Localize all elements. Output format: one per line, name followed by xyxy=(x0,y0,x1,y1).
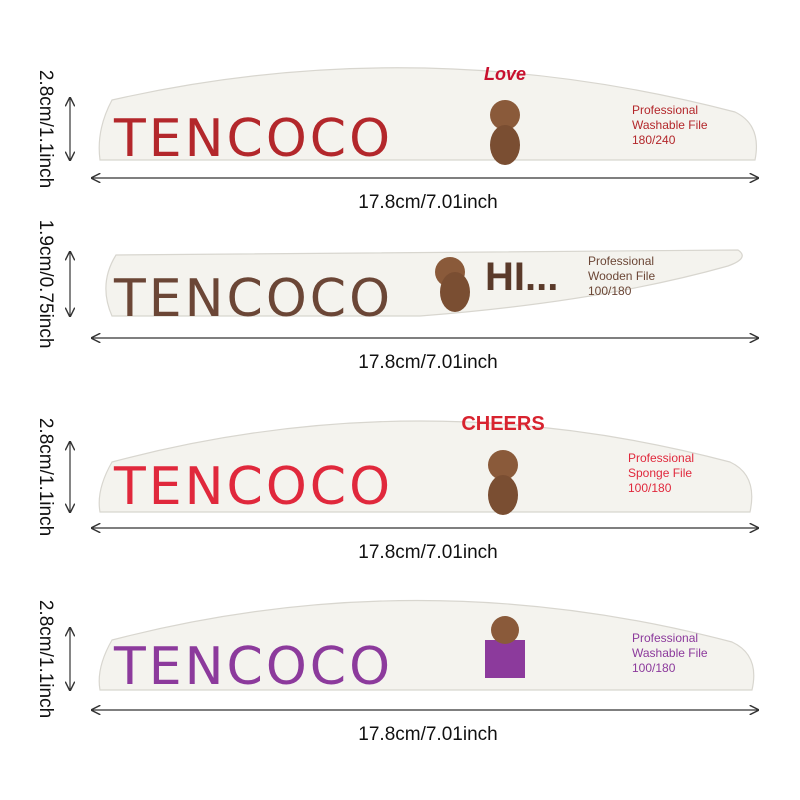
brand-logo: TENCOCO xyxy=(113,637,393,697)
width-label: 17.8cm/7.01inch xyxy=(358,192,497,213)
file-caption: Washable File xyxy=(632,646,708,660)
height-label: 2.8cm/1.1inch xyxy=(35,418,56,536)
width-label: 17.8cm/7.01inch xyxy=(358,352,497,373)
sticker-text: HI... xyxy=(485,255,558,299)
file-body xyxy=(98,420,753,513)
bear-head xyxy=(488,450,518,480)
brand-logo: TENCOCO xyxy=(113,269,393,329)
file-body xyxy=(98,599,755,691)
sticker-text: CHEERS xyxy=(461,413,544,435)
file-body xyxy=(105,249,743,317)
file-caption: Wooden File xyxy=(588,269,655,283)
file-body xyxy=(98,67,757,161)
file-caption: Professional xyxy=(632,103,698,117)
file-caption: Washable File xyxy=(632,118,708,132)
file-caption: Professional xyxy=(628,451,694,465)
bear-body xyxy=(440,272,470,312)
bear-head xyxy=(491,616,519,644)
file-caption: Professional xyxy=(588,254,654,268)
height-label: 2.8cm/1.1inch xyxy=(35,600,56,718)
bear-body xyxy=(490,125,520,165)
sticker-text: Love xyxy=(484,64,526,84)
bear-body xyxy=(488,475,518,515)
width-label: 17.8cm/7.01inch xyxy=(358,724,497,745)
file-caption: Professional xyxy=(632,631,698,645)
height-label: 2.8cm/1.1inch xyxy=(35,70,56,188)
height-label: 1.9cm/0.75inch xyxy=(35,220,56,349)
file-caption: 100/180 xyxy=(628,481,672,495)
gift-box xyxy=(485,640,525,678)
file-caption: 100/180 xyxy=(588,284,632,298)
file-caption: 180/240 xyxy=(632,133,676,147)
file-caption: Sponge File xyxy=(628,466,692,480)
bear-head xyxy=(490,100,520,130)
brand-logo: TENCOCO xyxy=(113,109,393,169)
width-label: 17.8cm/7.01inch xyxy=(358,542,497,563)
brand-logo: TENCOCO xyxy=(113,457,393,517)
file-caption: 100/180 xyxy=(632,661,676,675)
